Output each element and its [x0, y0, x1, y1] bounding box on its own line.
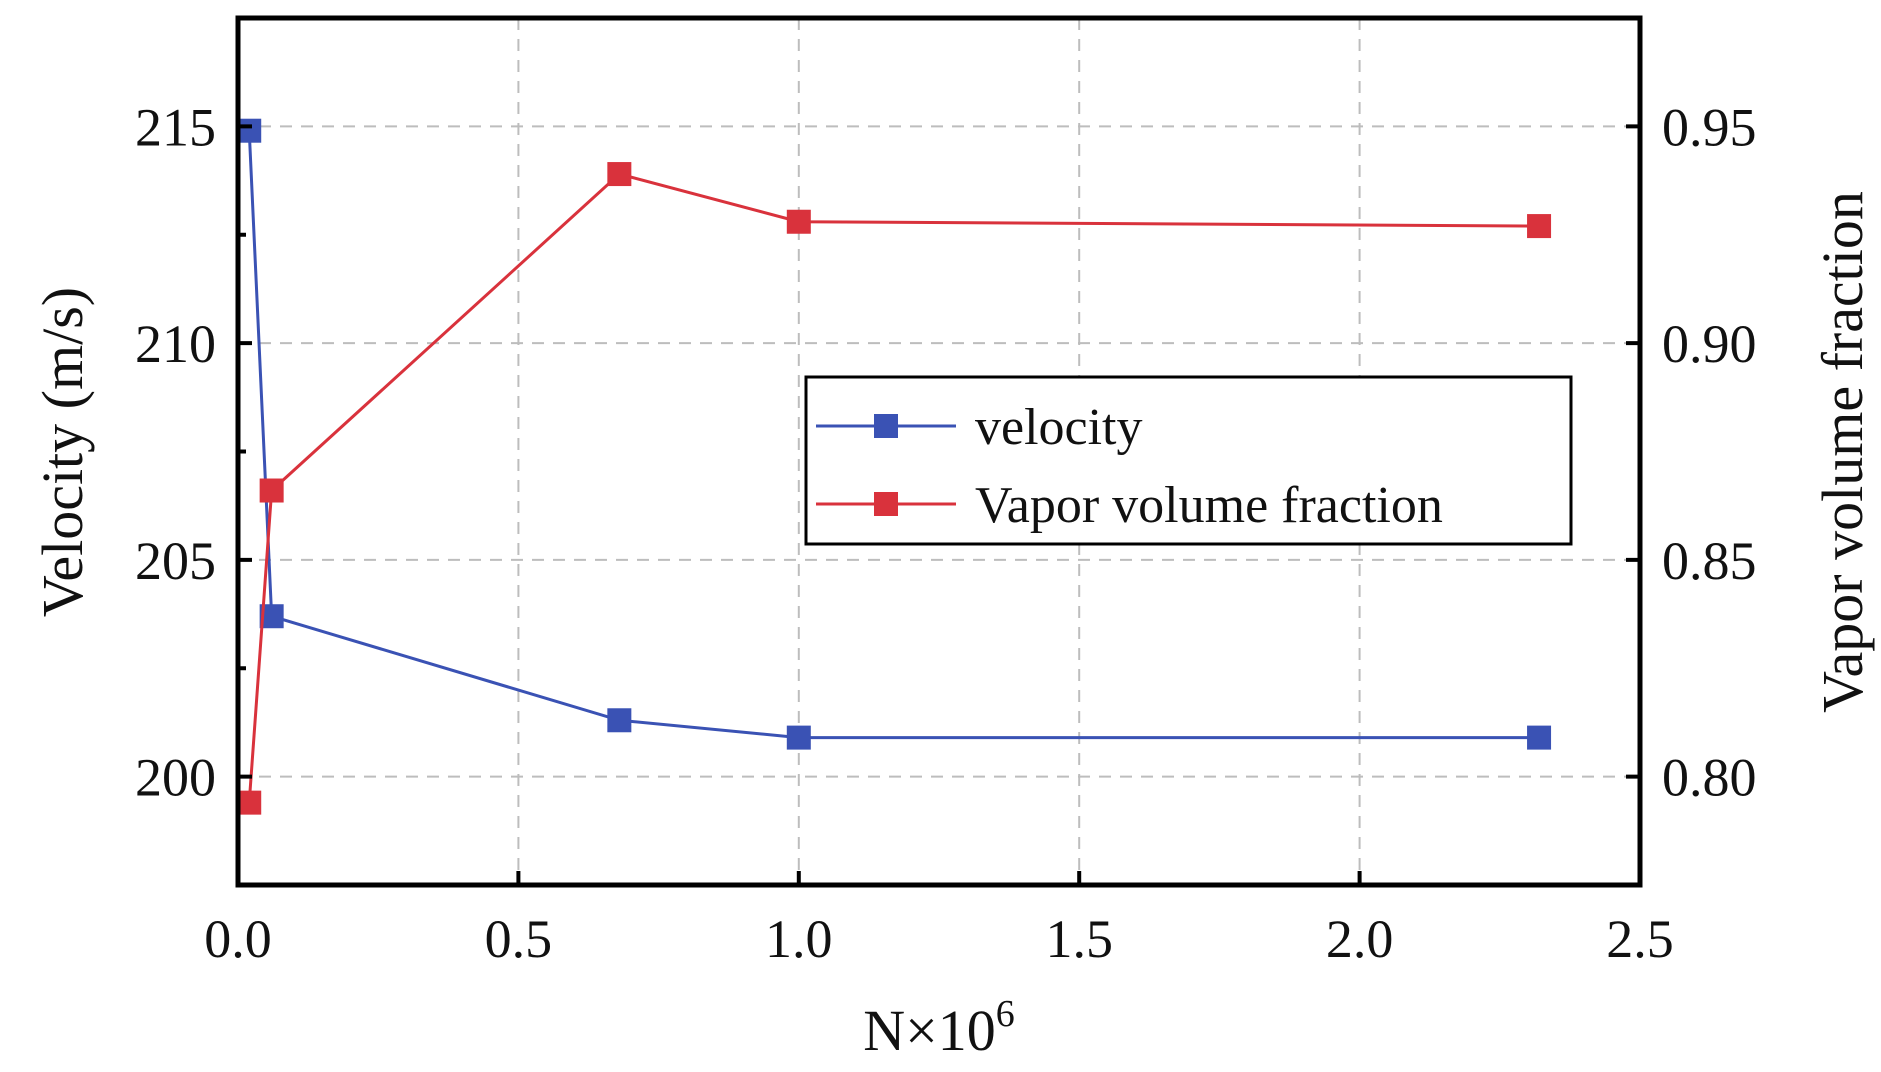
legend-box — [804, 375, 1573, 546]
y-right-tick-label: 0.95 — [1662, 97, 1757, 157]
legend-marker — [874, 492, 898, 516]
tick-layer — [236, 124, 1642, 885]
x-tick-label: 2.0 — [1326, 909, 1394, 969]
y-axis-right-title: Vapor volume fraction — [1810, 191, 1875, 713]
series-layer — [237, 118, 1552, 815]
y-right-tick-label: 0.80 — [1662, 748, 1757, 808]
data-point-velocity — [607, 708, 632, 733]
x-tick-label: 2.5 — [1606, 909, 1674, 969]
x-tick-label: 0.0 — [204, 909, 272, 969]
y-left-tick-label: 210 — [135, 314, 216, 374]
data-point-velocity — [786, 725, 811, 750]
y-left-tick-label: 200 — [135, 748, 216, 808]
legend-label: velocity — [975, 399, 1143, 456]
data-point-vapor-fraction — [1527, 214, 1552, 239]
legend-label: Vapor volume fraction — [975, 477, 1443, 534]
y-axis-left-title: Velocity (m/s) — [30, 287, 95, 617]
y-left-tick-label: 215 — [135, 97, 216, 157]
x-tick-label: 1.0 — [765, 909, 833, 969]
y-left-tick-label: 205 — [135, 531, 216, 591]
x-tick-label: 0.5 — [485, 909, 553, 969]
data-point-vapor-fraction — [607, 162, 632, 187]
legend: velocity Vapor volume fraction — [804, 375, 1573, 546]
data-point-vapor-fraction — [786, 209, 811, 234]
data-point-vapor-fraction — [259, 478, 284, 503]
legend-marker — [874, 414, 898, 438]
data-point-velocity — [237, 118, 262, 143]
label-layer: 0.0 0.5 1.0 1.5 2.0 2.5 200 205 210 215 0.80 0.85 0.… — [135, 97, 1757, 969]
x-tick-label: 1.5 — [1045, 909, 1113, 969]
data-point-velocity — [1527, 725, 1552, 750]
y-right-tick-label: 0.90 — [1662, 314, 1757, 374]
data-point-vapor-fraction — [237, 790, 262, 815]
y-right-tick-label: 0.85 — [1662, 531, 1757, 591]
x-axis-title: N×106 — [863, 993, 1015, 1063]
